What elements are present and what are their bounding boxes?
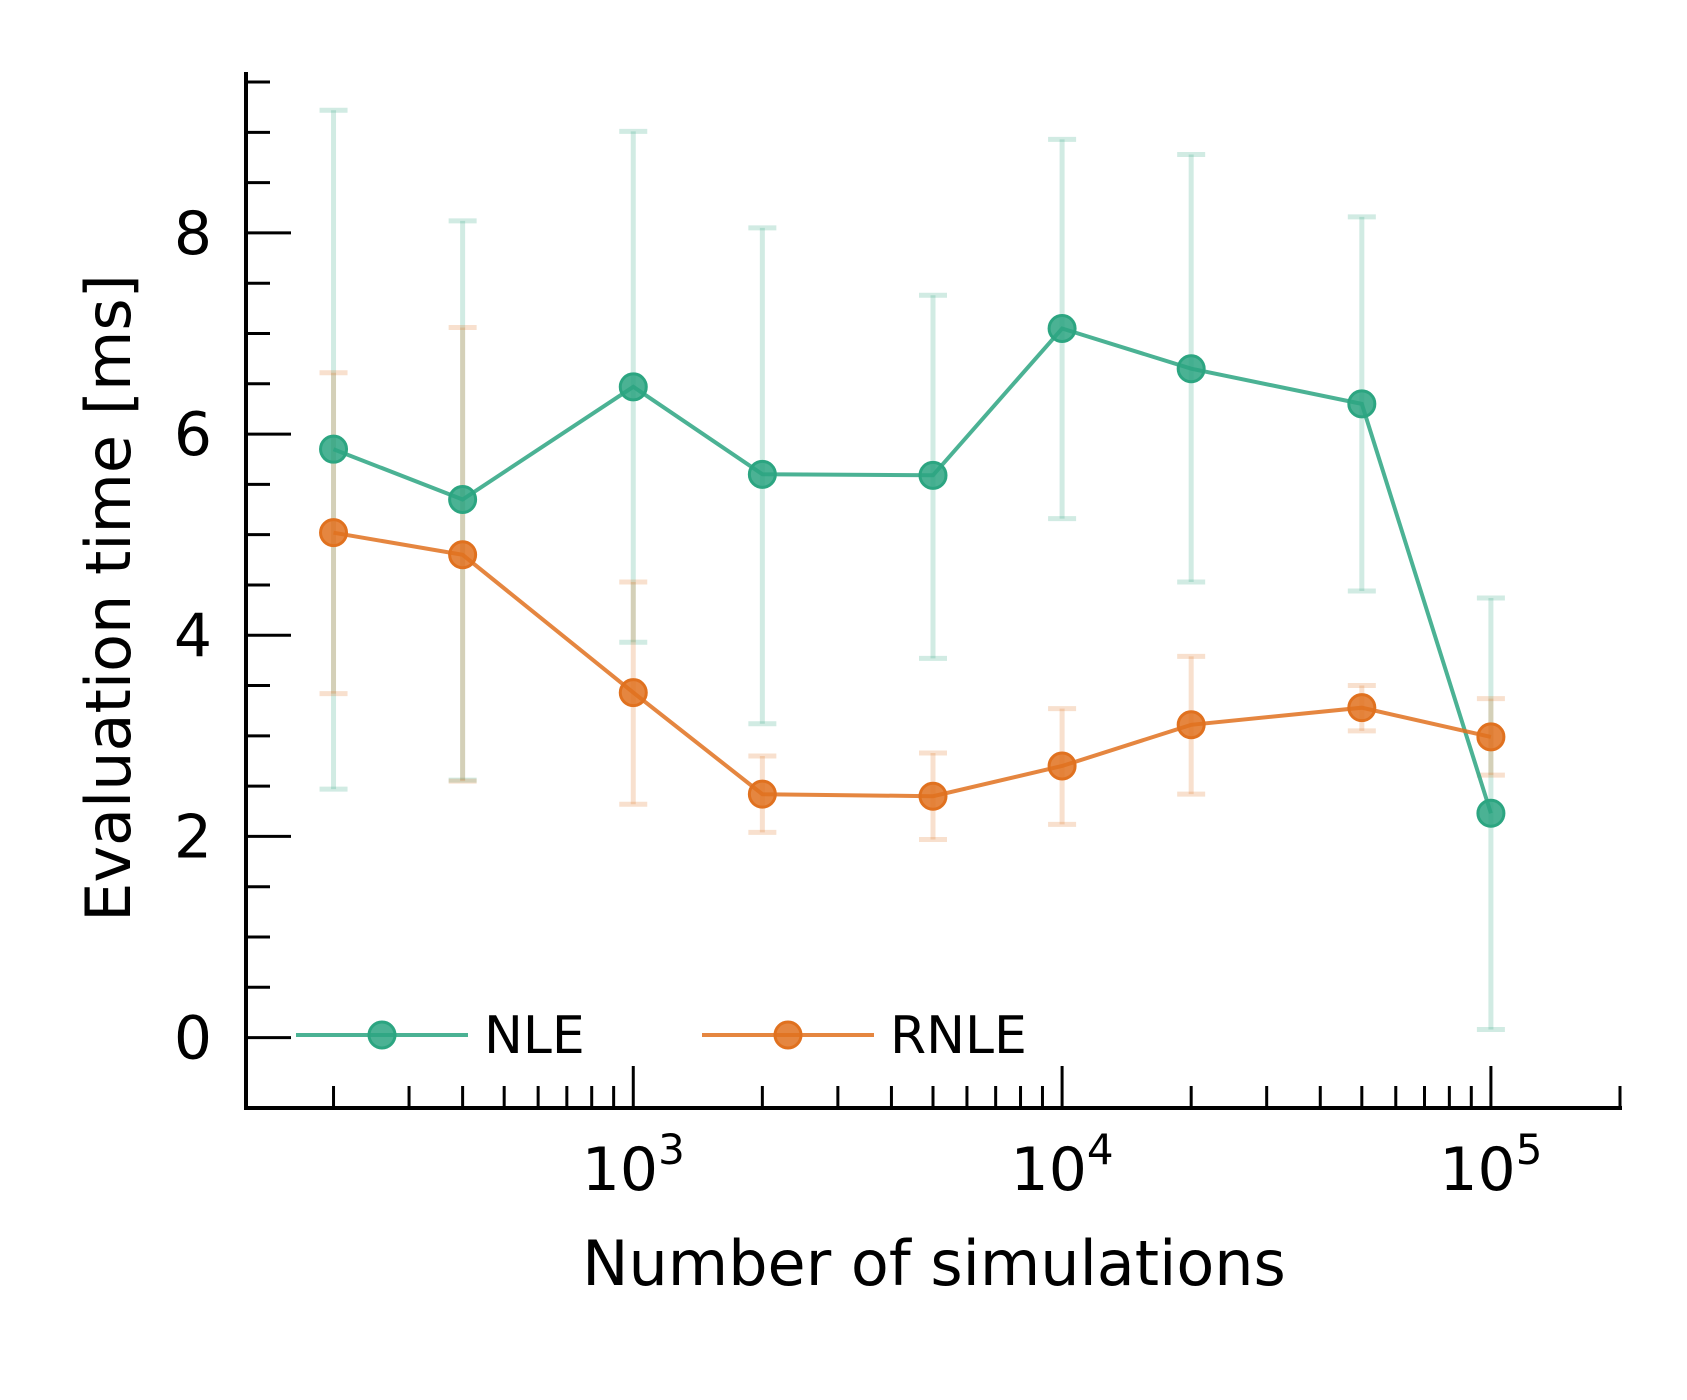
legend: NLE RNLE <box>296 1006 1027 1066</box>
x-tick-label: 103 <box>582 1125 685 1205</box>
rnle-point <box>1047 751 1077 781</box>
x-axis-label: Number of simulations <box>582 1227 1286 1300</box>
rnle-point <box>1476 722 1506 752</box>
legend-nle-label: NLE <box>484 1006 585 1066</box>
y-axis-label: Evaluation time [ms] <box>72 274 145 922</box>
plot-area <box>319 107 1506 1033</box>
legend-nle-marker <box>367 1020 397 1050</box>
y-ticks: 0 2 4 6 8 <box>174 80 291 1074</box>
y-tick-label: 0 <box>174 1004 212 1074</box>
x-tick-label: 105 <box>1439 1125 1542 1205</box>
nle-point <box>918 460 948 490</box>
error-bars <box>319 107 1505 1033</box>
rnle-point <box>918 781 948 811</box>
x-tick-label: 104 <box>1011 1125 1114 1205</box>
nle-point <box>319 434 349 464</box>
rnle-point <box>319 518 349 548</box>
y-tick-label: 8 <box>174 199 212 269</box>
rnle-point <box>448 540 478 570</box>
y-tick-label: 6 <box>174 400 212 470</box>
legend-rnle-marker <box>773 1020 803 1050</box>
rnle-point <box>1176 710 1206 740</box>
nle-point <box>448 484 478 514</box>
rnle-line <box>333 530 1492 799</box>
rnle-point <box>618 678 648 708</box>
nle-point <box>618 372 648 402</box>
nle-point <box>747 459 777 489</box>
axes: 0 2 4 6 8 103 104 105 <box>174 72 1622 1205</box>
series-lines <box>332 326 1493 814</box>
nle-point <box>1347 389 1377 419</box>
nle-point <box>1047 313 1077 343</box>
y-tick-label: 2 <box>174 802 212 872</box>
legend-rnle-label: RNLE <box>890 1006 1027 1066</box>
series-markers <box>319 313 1506 828</box>
nle-line <box>332 326 1493 814</box>
nle-point <box>1176 354 1206 384</box>
x-ticks: 103 104 105 <box>332 1066 1622 1205</box>
y-tick-label: 4 <box>174 601 212 671</box>
rnle-point <box>747 779 777 809</box>
nle-point <box>1476 798 1506 828</box>
rnle-point <box>1347 693 1377 723</box>
